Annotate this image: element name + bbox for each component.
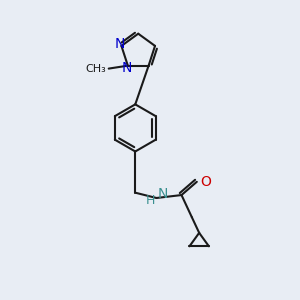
Text: N: N	[121, 61, 132, 75]
Text: N: N	[115, 38, 125, 51]
Text: H: H	[145, 194, 155, 207]
Text: O: O	[200, 175, 211, 189]
Text: CH₃: CH₃	[85, 64, 106, 74]
Text: N: N	[158, 188, 168, 202]
